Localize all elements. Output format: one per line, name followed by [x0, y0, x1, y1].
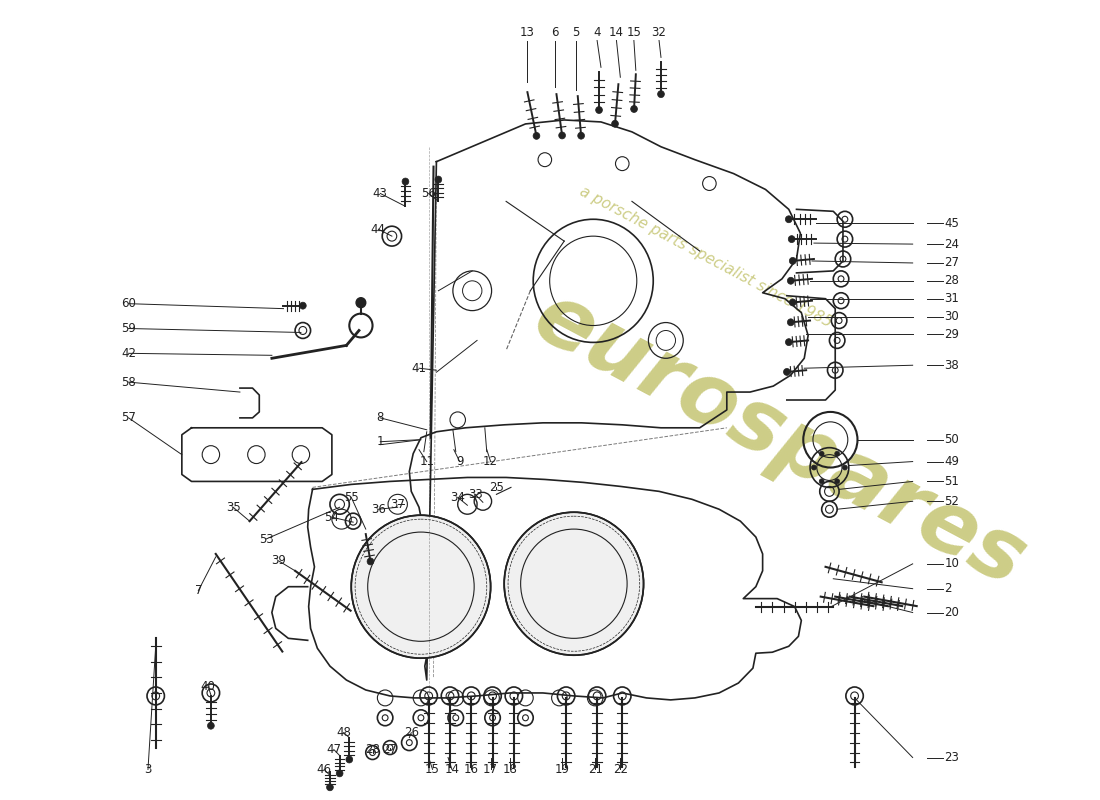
Circle shape: [783, 369, 790, 375]
Text: 7: 7: [195, 584, 202, 597]
Circle shape: [820, 479, 824, 484]
Text: 14: 14: [444, 763, 460, 776]
Text: 55: 55: [344, 491, 359, 504]
Text: 34: 34: [450, 491, 465, 504]
Text: 39: 39: [272, 554, 286, 567]
Circle shape: [327, 784, 333, 790]
Circle shape: [790, 299, 796, 306]
Text: 12: 12: [483, 455, 498, 468]
Text: 30: 30: [945, 310, 959, 323]
Text: 28: 28: [365, 743, 380, 756]
Text: 51: 51: [945, 475, 959, 488]
Text: 24: 24: [945, 238, 959, 250]
Text: 41: 41: [411, 362, 427, 374]
Circle shape: [789, 236, 795, 242]
Circle shape: [790, 258, 796, 264]
Text: 23: 23: [945, 751, 959, 764]
Text: 42: 42: [121, 347, 136, 360]
Text: 52: 52: [945, 494, 959, 508]
Circle shape: [559, 132, 565, 139]
Text: 50: 50: [945, 434, 959, 446]
Circle shape: [820, 451, 824, 456]
Circle shape: [788, 319, 794, 326]
Text: 59: 59: [121, 322, 136, 335]
Text: 53: 53: [258, 533, 274, 546]
Text: 47: 47: [327, 743, 341, 756]
Text: 32: 32: [651, 26, 667, 39]
Text: 27: 27: [383, 743, 397, 756]
Text: 5: 5: [572, 26, 580, 39]
Text: 27: 27: [945, 257, 959, 270]
Text: 17: 17: [483, 763, 498, 776]
Text: 28: 28: [945, 274, 959, 287]
Text: 8: 8: [376, 411, 384, 424]
Circle shape: [612, 120, 618, 127]
Circle shape: [630, 106, 637, 113]
Circle shape: [434, 176, 442, 183]
Circle shape: [356, 298, 366, 308]
Text: 26: 26: [404, 726, 419, 739]
Text: 16: 16: [464, 763, 478, 776]
Text: 44: 44: [371, 222, 386, 236]
Circle shape: [812, 465, 816, 470]
Circle shape: [835, 479, 839, 484]
Circle shape: [337, 770, 343, 777]
Circle shape: [596, 106, 603, 114]
Text: 45: 45: [945, 217, 959, 230]
Text: 40: 40: [200, 679, 216, 693]
Circle shape: [351, 515, 491, 658]
Text: 11: 11: [419, 455, 435, 468]
Circle shape: [785, 338, 792, 346]
Text: 19: 19: [554, 763, 570, 776]
Text: 49: 49: [945, 455, 959, 468]
Circle shape: [534, 132, 540, 139]
Text: 60: 60: [121, 297, 136, 310]
Text: 56: 56: [421, 187, 436, 200]
Circle shape: [208, 722, 214, 729]
Text: 38: 38: [945, 358, 959, 372]
Text: eurospares: eurospares: [520, 275, 1040, 604]
Text: 14: 14: [609, 26, 624, 39]
Text: 29: 29: [945, 328, 959, 341]
Circle shape: [367, 558, 374, 565]
Text: 3: 3: [144, 763, 152, 776]
Text: 18: 18: [503, 763, 517, 776]
Text: 22: 22: [613, 763, 628, 776]
Text: 4: 4: [593, 26, 601, 39]
Text: 48: 48: [337, 726, 351, 739]
Text: 46: 46: [317, 763, 331, 776]
Circle shape: [299, 302, 306, 309]
Text: 33: 33: [468, 488, 483, 501]
Text: 21: 21: [587, 763, 603, 776]
Circle shape: [345, 756, 353, 763]
Text: 54: 54: [324, 510, 339, 524]
Circle shape: [658, 90, 664, 98]
Text: 43: 43: [373, 187, 387, 200]
Text: 36: 36: [371, 502, 386, 516]
Circle shape: [578, 132, 584, 139]
Circle shape: [835, 451, 839, 456]
Circle shape: [843, 465, 847, 470]
Text: 20: 20: [945, 606, 959, 619]
Text: 15: 15: [626, 26, 641, 39]
Text: 9: 9: [455, 455, 463, 468]
Text: 31: 31: [945, 292, 959, 306]
Text: 57: 57: [121, 411, 136, 424]
Text: 10: 10: [945, 558, 959, 570]
Text: 37: 37: [390, 498, 405, 510]
Text: 15: 15: [425, 763, 440, 776]
Text: 13: 13: [520, 26, 535, 39]
Circle shape: [403, 178, 409, 185]
Text: 1: 1: [376, 435, 384, 448]
Text: 58: 58: [121, 376, 136, 389]
Circle shape: [504, 512, 644, 655]
Circle shape: [788, 278, 794, 284]
Text: 35: 35: [226, 501, 241, 514]
Text: 25: 25: [490, 481, 504, 494]
Circle shape: [785, 216, 792, 222]
Text: 2: 2: [945, 582, 953, 595]
Text: a porsche parts specialist since 1985: a porsche parts specialist since 1985: [576, 184, 834, 330]
Text: 6: 6: [551, 26, 559, 39]
